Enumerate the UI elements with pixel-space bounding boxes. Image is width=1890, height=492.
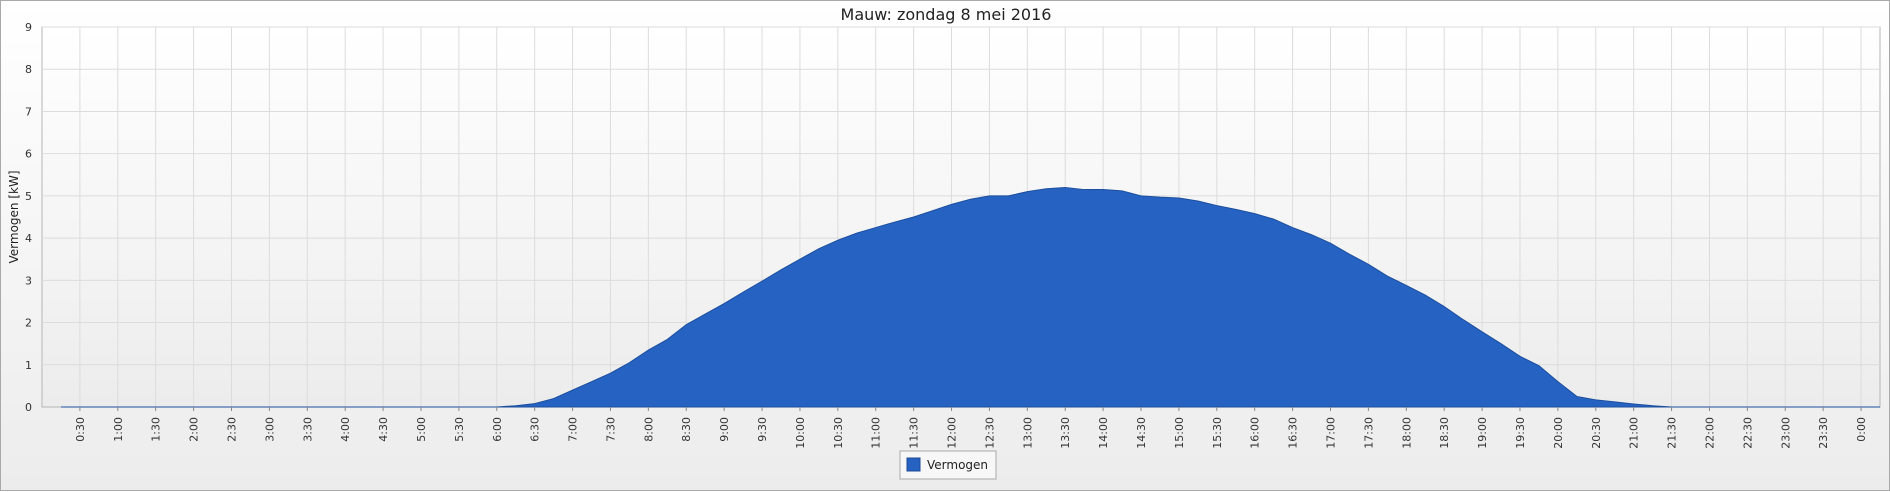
y-tick-label: 3 (25, 274, 32, 287)
series-layer (60, 186, 1880, 408)
x-tick-label: 4:00 (339, 417, 352, 442)
legend: Vermogen (899, 450, 997, 480)
y-tick-label: 4 (25, 232, 32, 245)
x-tick-label: 7:00 (567, 417, 580, 442)
x-tick-label: 14:30 (1135, 417, 1148, 449)
x-tick-label: 4:30 (377, 417, 390, 442)
x-tick-label: 3:00 (263, 417, 276, 442)
y-tick-label: 0 (25, 401, 32, 414)
chart-title: Mauw: zondag 8 mei 2016 (841, 5, 1052, 24)
x-tick-label: 2:30 (225, 417, 238, 442)
x-tick-label: 18:30 (1438, 417, 1451, 449)
y-tick-label: 5 (25, 190, 32, 203)
x-tick-label: 10:00 (794, 417, 807, 449)
x-tick-label: 23:30 (1817, 417, 1830, 449)
series-area-vermogen (60, 186, 1880, 408)
x-tick-label: 14:00 (1097, 417, 1110, 449)
x-tick-label: 23:00 (1779, 417, 1792, 449)
x-tick-label: 10:30 (832, 417, 845, 449)
x-tick-label: 13:30 (1059, 417, 1072, 449)
x-tick-label: 17:00 (1324, 417, 1337, 449)
x-tick-label: 1:00 (112, 417, 125, 442)
x-tick-label: 21:30 (1666, 417, 1679, 449)
x-tick-label: 8:00 (642, 417, 655, 442)
x-tick-label: 1:30 (150, 417, 163, 442)
x-tick-label: 22:00 (1703, 417, 1716, 449)
x-tick-label: 3:30 (301, 417, 314, 442)
x-tick-label: 22:30 (1741, 417, 1754, 449)
x-tick-label: 16:30 (1287, 417, 1300, 449)
y-tick-label: 8 (25, 63, 32, 76)
x-tick-label: 19:00 (1476, 417, 1489, 449)
x-tick-label: 0:00 (1855, 417, 1868, 442)
y-tick-label: 7 (25, 105, 32, 118)
x-tick-label: 12:30 (983, 417, 996, 449)
x-tick-label: 20:30 (1590, 417, 1603, 449)
y-axis: 0 1 2 3 4 5 6 7 8 9 (25, 21, 32, 414)
x-tick-label: 11:00 (870, 417, 883, 449)
y-tick-label: 6 (25, 148, 32, 161)
x-tick-label: 5:00 (415, 417, 428, 442)
x-tick-label: 21:00 (1628, 417, 1641, 449)
x-tick-label: 0:30 (74, 417, 87, 442)
x-axis: 0:30 1:00 1:30 2:00 2:30 3:00 3:30 4:00 4:30 5:00… (74, 407, 1868, 449)
x-tick-label: 9:00 (718, 417, 731, 442)
y-axis-label: Vermogen [kW] (7, 170, 21, 263)
x-tick-label: 11:30 (908, 417, 921, 449)
x-tick-label: 15:00 (1173, 417, 1186, 449)
x-tick-label: 19:30 (1514, 417, 1527, 449)
legend-label-vermogen: Vermogen (927, 458, 988, 472)
y-tick-label: 2 (25, 317, 32, 330)
y-tick-label: 1 (25, 359, 32, 372)
x-tick-label: 6:00 (491, 417, 504, 442)
x-tick-label: 8:30 (680, 417, 693, 442)
x-tick-label: 16:00 (1249, 417, 1262, 449)
x-tick-label: 7:30 (604, 417, 617, 442)
x-tick-label: 12:00 (946, 417, 959, 449)
x-tick-label: 5:30 (453, 417, 466, 442)
y-tick-label: 9 (25, 21, 32, 34)
x-tick-label: 17:30 (1362, 417, 1375, 449)
x-tick-label: 18:00 (1400, 417, 1413, 449)
x-tick-label: 15:30 (1211, 417, 1224, 449)
x-tick-label: 9:30 (756, 417, 769, 442)
x-tick-label: 6:30 (529, 417, 542, 442)
x-tick-label: 20:00 (1552, 417, 1565, 449)
x-tick-label: 13:00 (1021, 417, 1034, 449)
legend-swatch-vermogen (906, 457, 921, 472)
x-tick-label: 2:00 (188, 417, 201, 442)
